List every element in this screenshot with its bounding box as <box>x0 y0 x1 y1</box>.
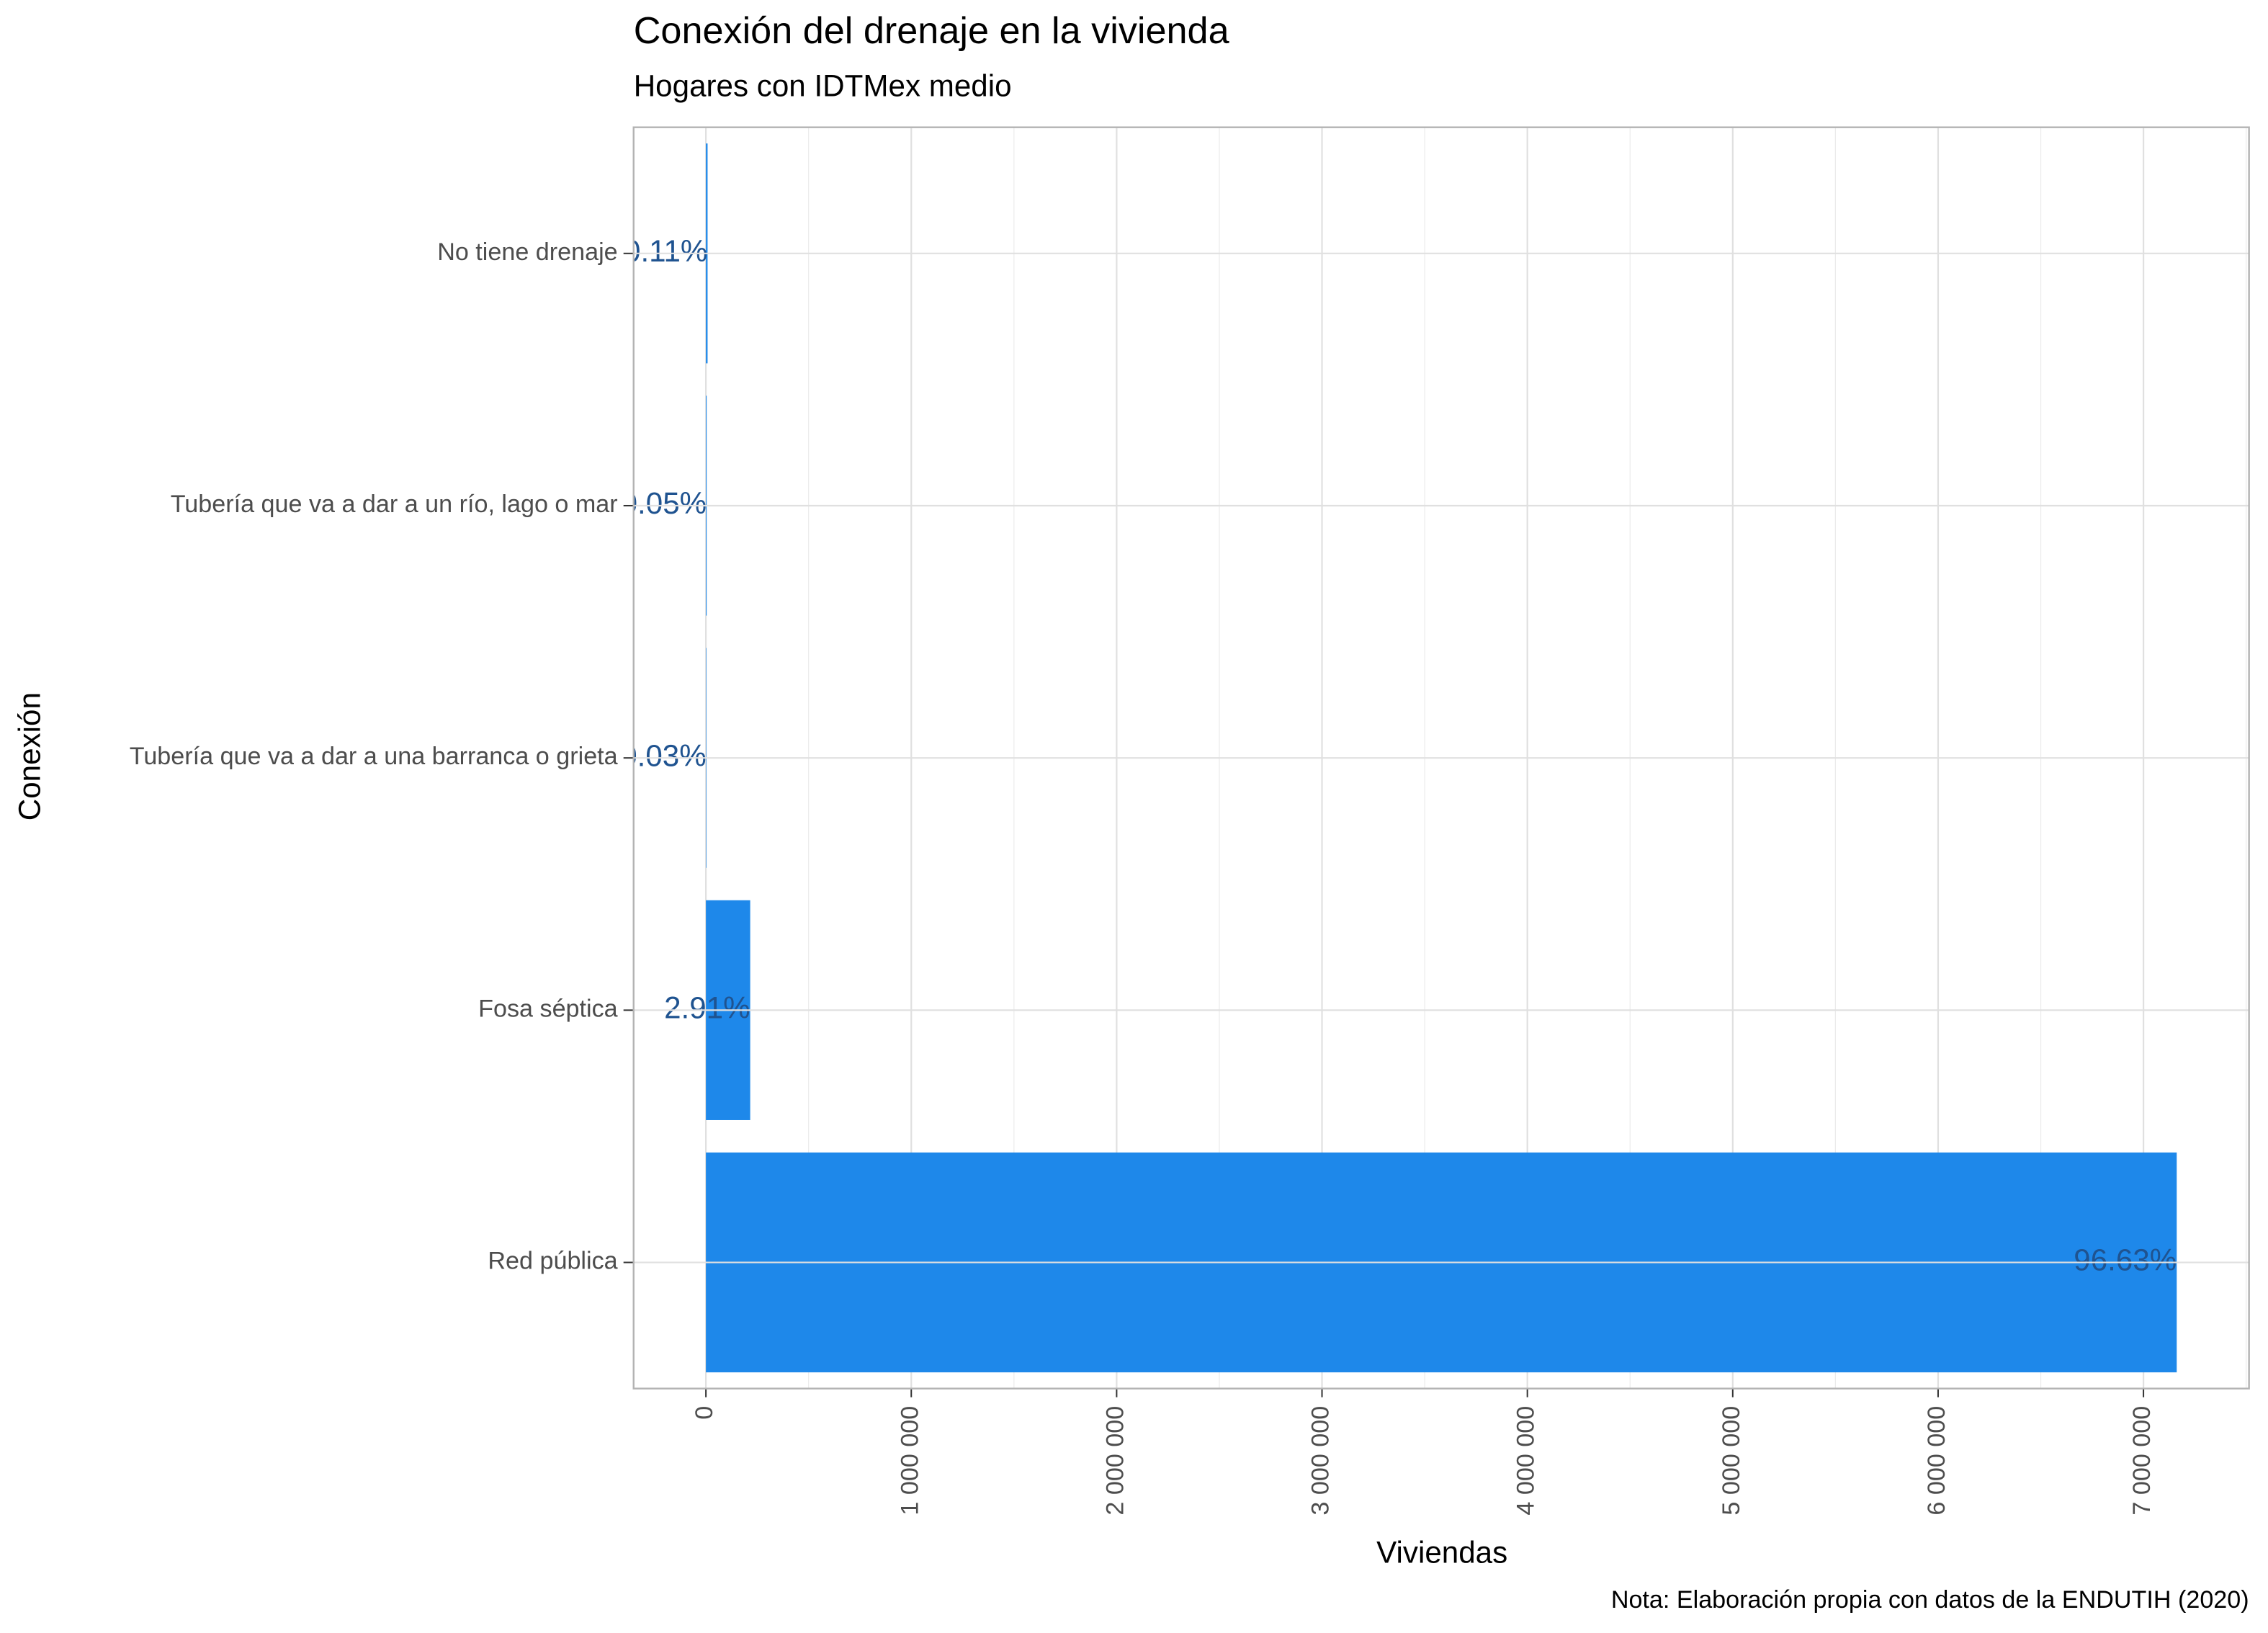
x-tick-label: 4 000 000 <box>1512 1406 1540 1516</box>
x-tick-label: 1 000 000 <box>896 1406 923 1516</box>
x-tick-label: 2 000 000 <box>1101 1406 1129 1516</box>
x-tick-label: 6 000 000 <box>1923 1406 1950 1516</box>
data-label: 2.91% <box>664 991 750 1025</box>
y-tick-label: Tubería que va a dar a una barranca o gr… <box>130 743 618 770</box>
data-label: 0.05% <box>621 486 707 520</box>
caption: Nota: Elaboración propia con datos de la… <box>1611 1586 2249 1614</box>
plot-border <box>632 126 2250 1390</box>
y-tick-label: No tiene drenaje <box>437 238 617 266</box>
data-label: 0.11% <box>624 234 707 268</box>
y-tick-label: Tubería que va a dar a un río, lago o ma… <box>171 491 618 518</box>
data-label: 96.63% <box>2074 1243 2177 1277</box>
x-tick-label: 5 000 000 <box>1718 1406 1745 1516</box>
data-label: 0.03% <box>620 738 707 772</box>
x-axis-title: Viviendas <box>1376 1536 1507 1570</box>
y-tick-label: Red pública <box>488 1248 617 1275</box>
y-tick-label: Fosa séptica <box>478 995 617 1022</box>
y-axis-title: Conexión <box>13 692 47 820</box>
x-tick-label: 3 000 000 <box>1307 1406 1335 1516</box>
chart-subtitle: Hogares con IDTMex medio <box>634 69 1012 103</box>
x-tick-label: 7 000 000 <box>2128 1406 2156 1516</box>
x-tick-label: 0 <box>691 1406 718 1420</box>
chart-title: Conexión del drenaje en la vivienda <box>634 10 1230 52</box>
